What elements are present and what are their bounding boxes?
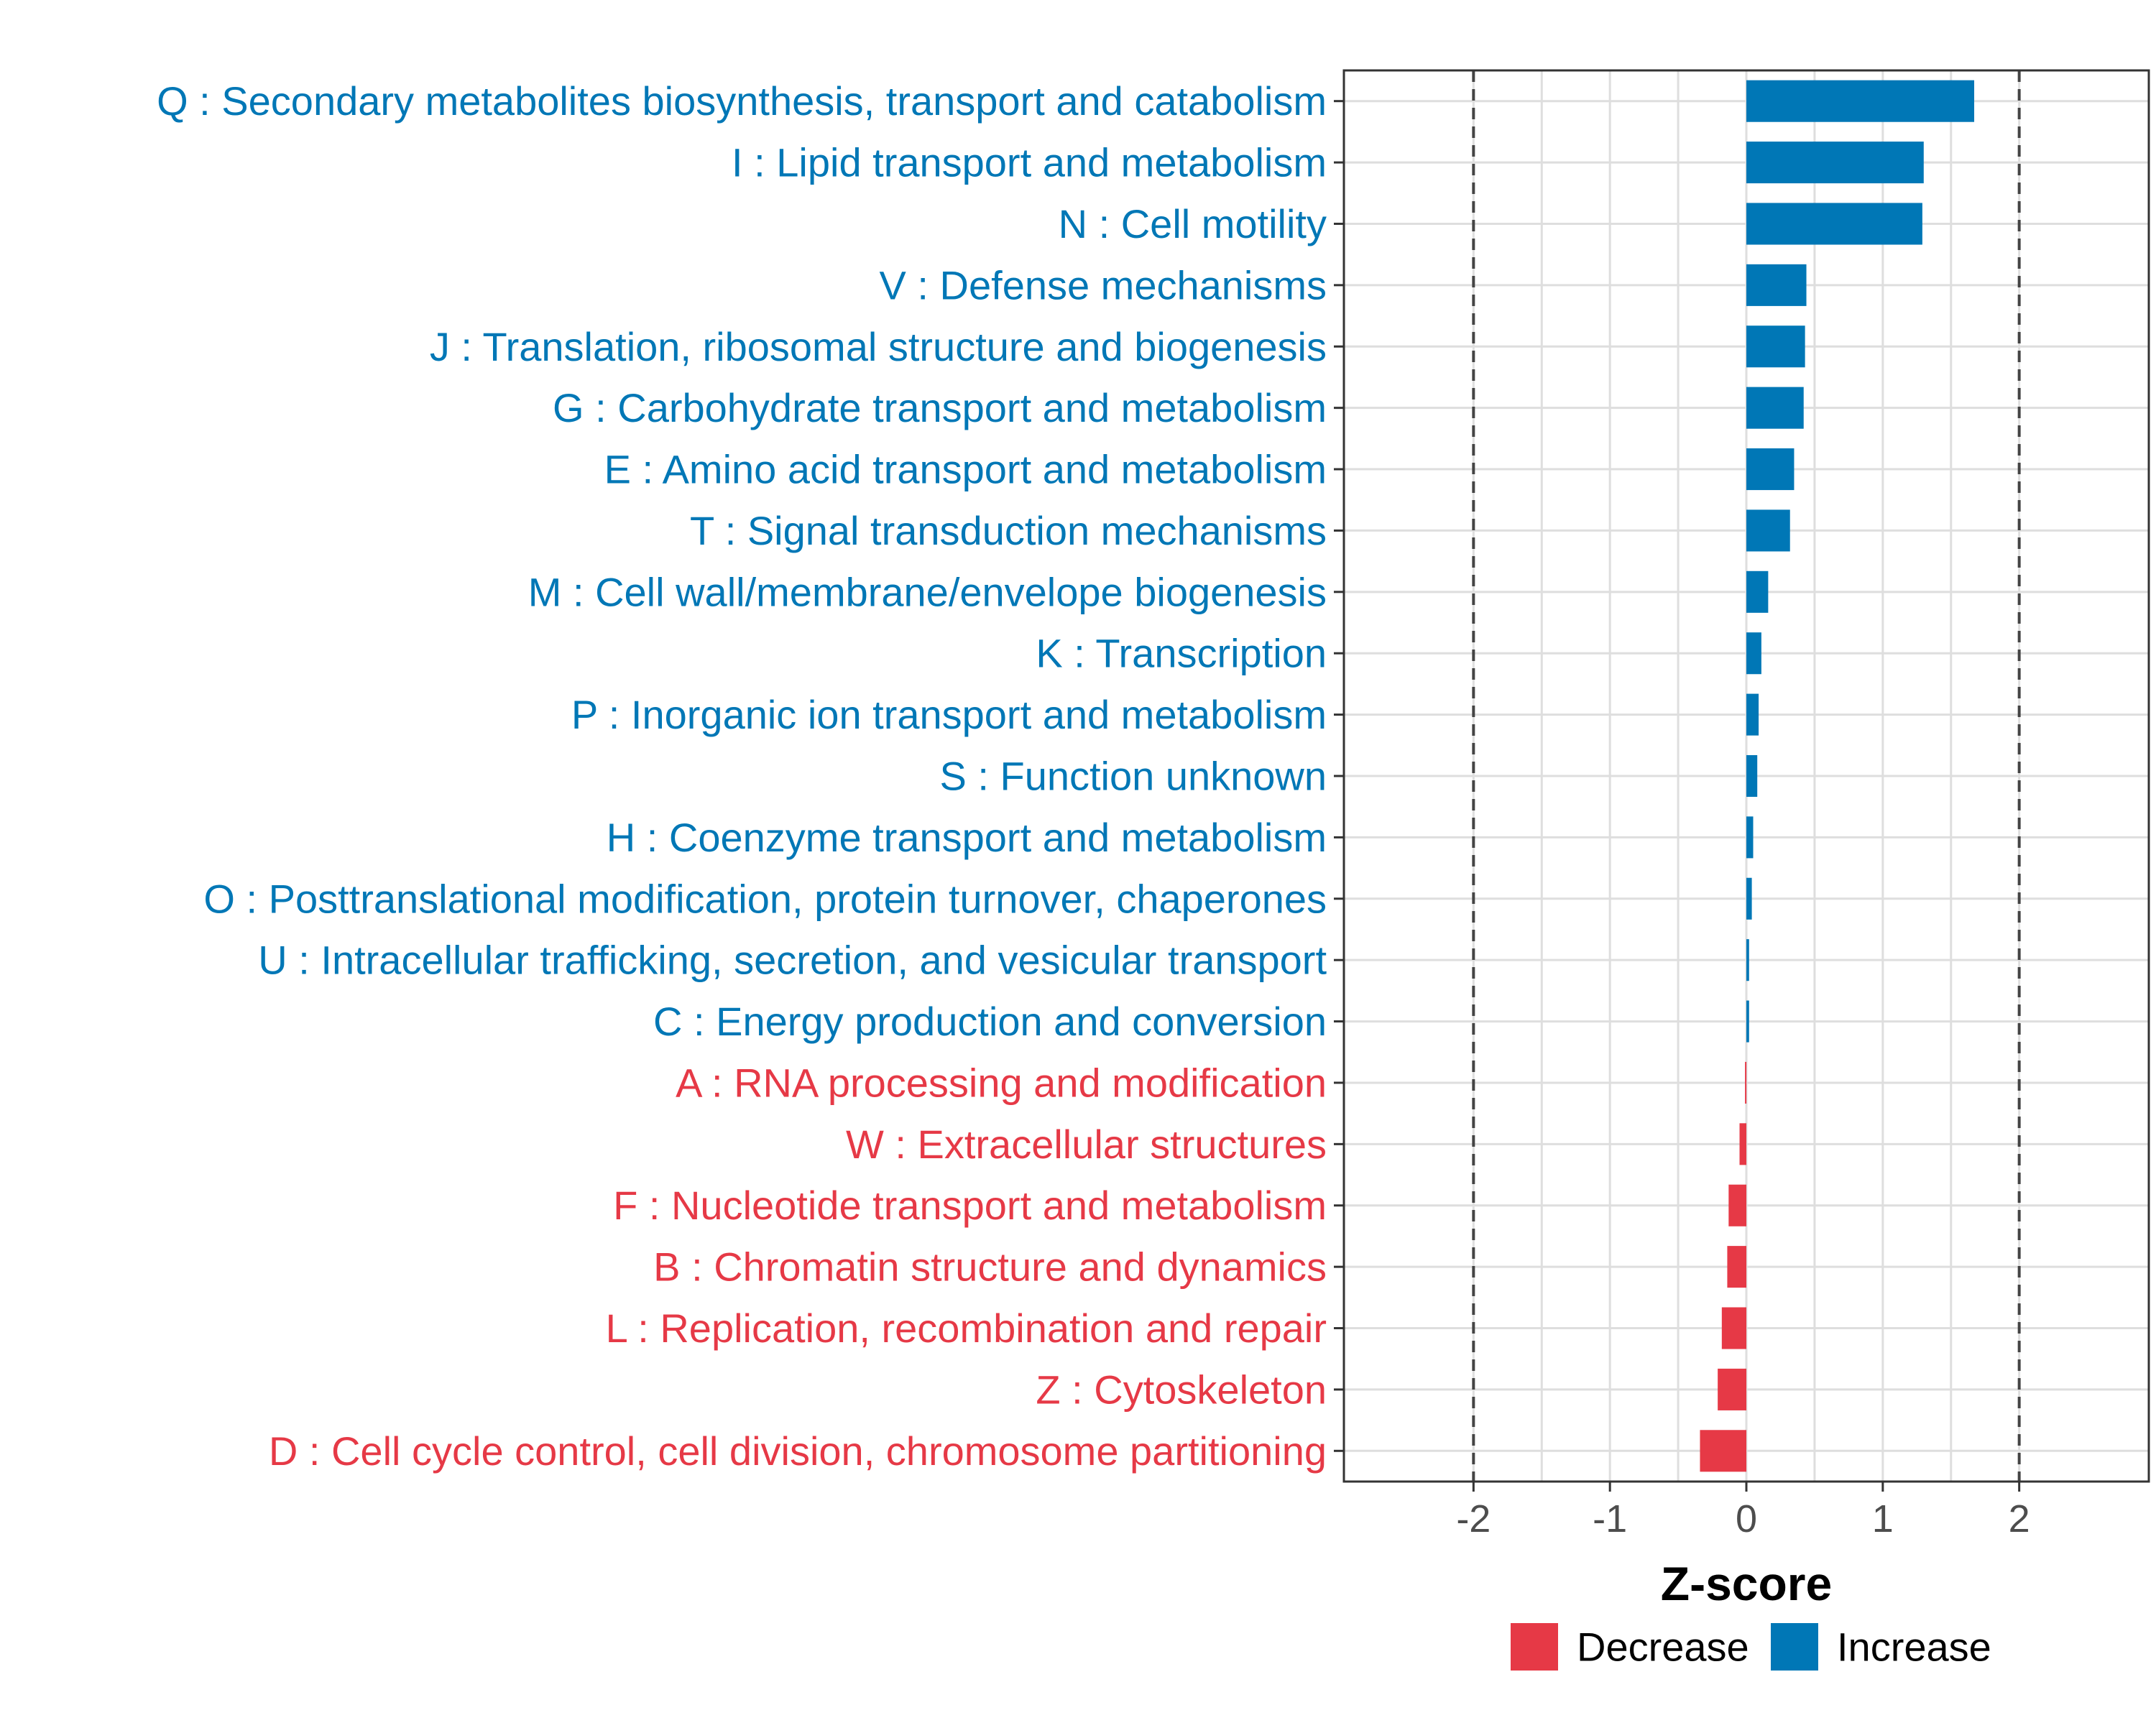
bar	[1746, 264, 1807, 306]
category-label: U : Intracellular trafficking, secretion…	[258, 938, 1327, 983]
x-axis-title: Z-score	[1661, 1557, 1832, 1610]
category-label: P : Inorganic ion transport and metaboli…	[571, 692, 1327, 737]
category-label: E : Amino acid transport and metabolism	[604, 447, 1327, 492]
category-label: T : Signal transduction mechanisms	[690, 508, 1327, 553]
category-label: H : Coenzyme transport and metabolism	[607, 815, 1327, 860]
bar	[1746, 939, 1749, 981]
bar	[1746, 570, 1769, 613]
bar	[1746, 754, 1758, 798]
category-label: A : RNA processing and modification	[676, 1060, 1327, 1105]
bar	[1746, 509, 1790, 552]
bar	[1700, 1430, 1746, 1472]
reference-lines-layer	[1472, 70, 2021, 1482]
category-label: G : Carbohydrate transport and metabolis…	[553, 385, 1327, 430]
legend-swatch-decrease	[1511, 1623, 1558, 1671]
category-label: M : Cell wall/membrane/envelope biogenes…	[528, 569, 1327, 614]
bar	[1728, 1184, 1746, 1226]
category-label: K : Transcription	[1036, 631, 1327, 676]
bar	[1718, 1368, 1746, 1410]
x-tick-label: -1	[1593, 1497, 1627, 1540]
category-label: I : Lipid transport and metabolism	[732, 140, 1327, 185]
x-tick-label: 1	[1872, 1497, 1894, 1540]
x-tick-label: 0	[1736, 1497, 1757, 1540]
bar	[1746, 632, 1761, 675]
legend: Decrease Increase	[1511, 1623, 1991, 1671]
bar	[1727, 1246, 1746, 1288]
category-label: Z : Cytoskeleton	[1036, 1367, 1327, 1412]
category-label: J : Translation, ribosomal structure and…	[430, 324, 1327, 369]
x-tick-label: 2	[2009, 1497, 2030, 1540]
category-label: B : Chromatin structure and dynamics	[653, 1244, 1327, 1290]
bar	[1746, 1000, 1749, 1043]
category-label: L : Replication, recombination and repai…	[606, 1306, 1327, 1351]
category-label: W : Extracellular structures	[846, 1122, 1327, 1167]
category-label: Q : Secondary metabolites biosynthesis, …	[157, 78, 1327, 124]
category-label: D : Cell cycle control, cell division, c…	[269, 1428, 1327, 1474]
bar	[1739, 1123, 1746, 1165]
bar	[1746, 80, 1975, 122]
y-axis: Q : Secondary metabolites biosynthesis, …	[157, 78, 1344, 1474]
bar	[1746, 816, 1754, 859]
category-label: N : Cell motility	[1059, 201, 1327, 246]
legend-label-increase: Increase	[1837, 1625, 1991, 1670]
bar	[1721, 1307, 1746, 1349]
bar	[1746, 325, 1805, 368]
category-label: S : Function unknown	[939, 754, 1327, 799]
bar	[1746, 448, 1795, 491]
bar	[1746, 693, 1759, 736]
category-label: V : Defense mechanisms	[880, 262, 1327, 308]
category-label: O : Posttranslational modification, prot…	[203, 876, 1327, 921]
legend-label-decrease: Decrease	[1577, 1625, 1749, 1670]
bar	[1746, 877, 1752, 920]
legend-swatch-increase	[1771, 1623, 1818, 1671]
category-label: F : Nucleotide transport and metabolism	[613, 1183, 1327, 1228]
bar	[1746, 203, 1922, 245]
bar	[1746, 387, 1804, 429]
category-label: C : Energy production and conversion	[653, 999, 1327, 1044]
bar	[1746, 142, 1924, 184]
bars-layer	[1700, 80, 1975, 1472]
x-tick-label: -2	[1456, 1497, 1491, 1540]
x-axis: -2 -1 0 1 2	[1456, 1482, 2030, 1540]
bar	[1745, 1061, 1747, 1104]
